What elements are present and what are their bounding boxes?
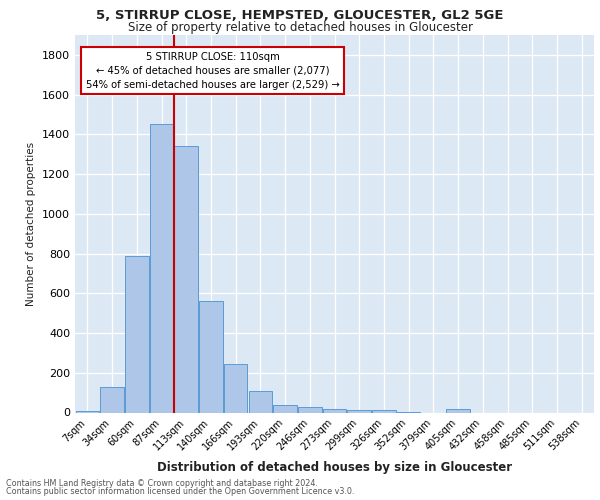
Bar	[446, 408, 470, 412]
Y-axis label: Number of detached properties: Number of detached properties	[26, 142, 37, 306]
Bar	[323, 408, 346, 412]
Bar	[150, 124, 173, 412]
Text: Contains HM Land Registry data © Crown copyright and database right 2024.: Contains HM Land Registry data © Crown c…	[6, 478, 318, 488]
Text: Size of property relative to detached houses in Gloucester: Size of property relative to detached ho…	[128, 21, 473, 34]
Bar	[298, 406, 322, 412]
Bar	[248, 390, 272, 412]
Bar	[199, 301, 223, 412]
Bar	[274, 404, 297, 412]
Text: 5 STIRRUP CLOSE: 110sqm
← 45% of detached houses are smaller (2,077)
54% of semi: 5 STIRRUP CLOSE: 110sqm ← 45% of detache…	[86, 52, 340, 90]
X-axis label: Distribution of detached houses by size in Gloucester: Distribution of detached houses by size …	[157, 460, 512, 473]
Bar	[372, 410, 395, 412]
Text: 5, STIRRUP CLOSE, HEMPSTED, GLOUCESTER, GL2 5GE: 5, STIRRUP CLOSE, HEMPSTED, GLOUCESTER, …	[96, 9, 504, 22]
Bar	[100, 386, 124, 412]
Text: Contains public sector information licensed under the Open Government Licence v3: Contains public sector information licen…	[6, 487, 355, 496]
Bar	[125, 256, 149, 412]
Bar	[347, 410, 371, 412]
Bar	[76, 410, 99, 412]
Bar	[175, 146, 198, 412]
Bar	[224, 364, 247, 412]
